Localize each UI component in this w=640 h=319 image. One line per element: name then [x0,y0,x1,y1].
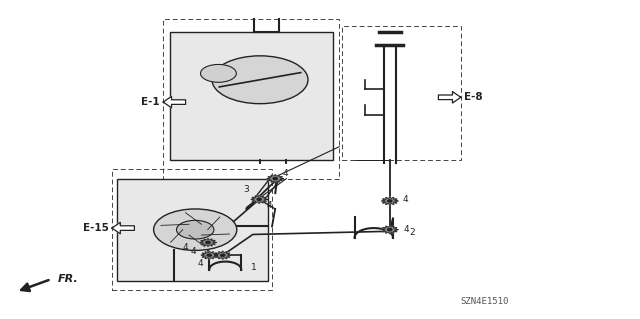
Circle shape [221,254,225,256]
Circle shape [200,64,236,82]
Polygon shape [112,222,134,234]
Text: 4: 4 [267,201,273,210]
Bar [112,169,272,290]
Polygon shape [251,195,268,204]
Circle shape [177,220,214,239]
Circle shape [207,254,211,256]
Polygon shape [201,251,218,259]
Text: E-15: E-15 [83,223,109,233]
Bar [163,19,339,179]
Polygon shape [163,96,186,108]
Polygon shape [200,238,216,247]
Text: 4: 4 [283,169,289,178]
Circle shape [273,178,277,180]
Polygon shape [438,92,461,103]
Text: 4: 4 [190,247,196,256]
Bar [342,26,461,160]
Text: FR.: FR. [58,274,78,284]
Bar [117,179,268,281]
Text: 4: 4 [197,259,203,268]
Text: SZN4E1510: SZN4E1510 [461,297,509,306]
Polygon shape [214,251,231,259]
Polygon shape [381,226,398,234]
Text: 1: 1 [251,263,257,272]
Text: 4: 4 [404,225,410,234]
Circle shape [206,241,210,243]
Circle shape [212,56,308,104]
Bar [170,32,333,160]
Circle shape [257,198,261,200]
Polygon shape [381,197,398,205]
Circle shape [388,200,392,202]
Circle shape [388,229,392,231]
Text: E-1: E-1 [141,97,160,107]
Circle shape [154,209,237,250]
Polygon shape [267,174,284,183]
Text: 4: 4 [182,243,188,252]
Text: 2: 2 [409,228,415,237]
Text: 3: 3 [243,184,249,194]
Text: E-8: E-8 [464,92,483,102]
Text: 4: 4 [403,195,408,204]
